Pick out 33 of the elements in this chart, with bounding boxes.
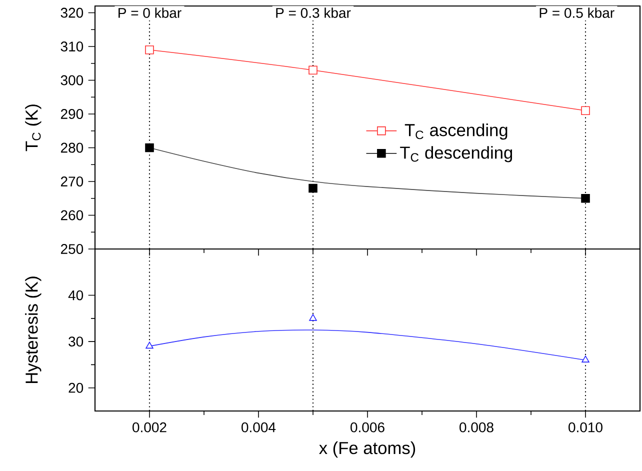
y-tick-label: 300 [60, 75, 84, 86]
point [308, 184, 318, 193]
legend-label: T$_{C}$ descending [400, 146, 512, 162]
x-tick-label: 0.006 [350, 422, 384, 432]
y-tick-label: 20 [68, 382, 84, 393]
point [582, 356, 590, 362]
point [581, 106, 590, 116]
y-tick-label: 270 [60, 176, 84, 186]
annotation: P = 0.3 kbar [276, 8, 351, 18]
y-axis-title: T$_{C}$ (K) [25, 104, 42, 152]
point [146, 342, 154, 349]
y-tick-label: 250 [60, 244, 84, 254]
y-tick-label: 320 [60, 8, 84, 18]
annotation: P = 0.5 kbar [540, 8, 614, 18]
x-axis-title: x (Fe atoms) [319, 441, 416, 458]
y-tick-label: 260 [60, 210, 84, 220]
y-tick-label: 310 [60, 42, 84, 52]
x-tick-label: 0.008 [460, 422, 494, 432]
y-tick-label: 40 [68, 290, 84, 300]
point [145, 45, 154, 54]
y-tick-label: 30 [68, 336, 84, 347]
y-tick-label: 280 [60, 142, 84, 153]
legend-label: T$_{C}$ ascending [404, 124, 508, 140]
point [145, 143, 154, 152]
point [308, 66, 318, 75]
annotation: P = 0 kbar [118, 8, 182, 18]
y-axis-title: Hysteresis (K) [25, 276, 42, 383]
point [309, 314, 317, 321]
x-tick-label: 0.010 [568, 422, 602, 432]
point [581, 194, 590, 203]
x-tick-label: 0.002 [132, 422, 166, 432]
x-tick-label: 0.004 [242, 422, 276, 432]
y-tick-label: 290 [60, 109, 84, 119]
